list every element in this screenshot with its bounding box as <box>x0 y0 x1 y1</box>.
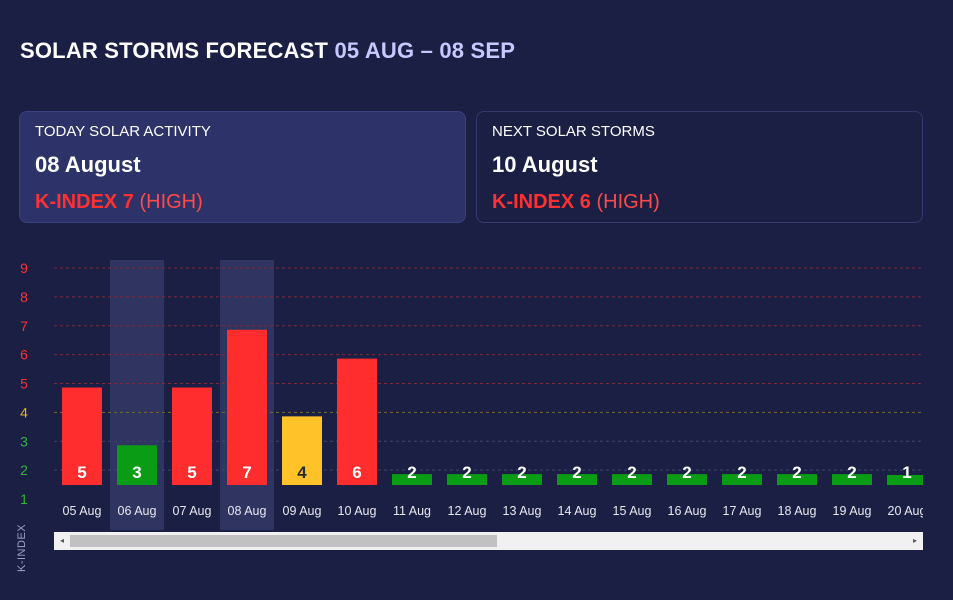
bar[interactable] <box>117 445 157 485</box>
title-date-range: 05 AUG – 08 SEP <box>334 38 516 63</box>
x-tick-label: 05 Aug <box>63 504 102 518</box>
x-tick-label: 13 Aug <box>503 504 542 518</box>
today-kindex-level: (HIGH) <box>139 191 203 213</box>
kindex-bar-chart: 1 2 3 4 5 6 7 8 9 5 3 5 7 4 6 2 2 2 2 2 2 2 2 2 1 05 Aug 06 Aug 0… <box>20 260 927 530</box>
bar[interactable] <box>557 474 597 485</box>
today-card-label: TODAY SOLAR ACTIVITY <box>35 123 211 140</box>
bar[interactable] <box>282 416 322 485</box>
scroll-right-icon[interactable]: ▸ <box>912 536 917 545</box>
x-tick-label: 11 Aug <box>393 504 431 518</box>
today-activity-card: TODAY SOLAR ACTIVITY 08 August K-INDEX 7… <box>19 111 466 223</box>
bar-value-label: 2 <box>572 463 581 482</box>
y-tick-label: 9 <box>20 260 28 276</box>
x-tick-label: 07 Aug <box>173 504 212 518</box>
bar-value-label: 2 <box>407 463 416 482</box>
next-card-kindex: K-INDEX 6 (HIGH) <box>492 191 907 214</box>
x-tick-label: 16 Aug <box>668 504 707 518</box>
y-axis-label: K-INDEX <box>16 523 28 572</box>
next-card-label: NEXT SOLAR STORMS <box>492 123 655 140</box>
bar[interactable] <box>887 475 923 485</box>
today-card-kindex: K-INDEX 7 (HIGH) <box>35 191 450 214</box>
scroll-left-icon[interactable]: ◂ <box>59 536 64 545</box>
bar-value-label: 5 <box>187 463 196 482</box>
next-kindex-value: K-INDEX 6 <box>492 191 591 213</box>
chart-scrollbar[interactable]: ◂ ▸ <box>54 532 923 550</box>
bar-value-label: 5 <box>77 463 86 482</box>
x-tick-label: 08 Aug <box>228 504 267 518</box>
next-card-date: 10 August <box>492 152 598 177</box>
next-storm-card: NEXT SOLAR STORMS 10 August K-INDEX 6 (H… <box>476 111 923 223</box>
bar[interactable] <box>227 329 267 485</box>
x-tick-label: 17 Aug <box>723 504 762 518</box>
scroll-thumb[interactable] <box>70 535 497 547</box>
x-tick-label: 18 Aug <box>778 504 817 518</box>
bar[interactable] <box>62 387 102 486</box>
x-tick-label: 12 Aug <box>448 504 487 518</box>
y-tick-label: 7 <box>20 318 28 334</box>
x-tick-label: 20 Aug <box>888 504 927 518</box>
x-tick-label: 15 Aug <box>613 504 652 518</box>
y-tick-label: 6 <box>20 347 28 363</box>
bar-value-label: 2 <box>847 463 856 482</box>
bar-value-label: 2 <box>462 463 471 482</box>
bar[interactable] <box>392 474 432 485</box>
y-tick-label: 1 <box>20 491 28 507</box>
x-tick-label: 19 Aug <box>833 504 872 518</box>
x-tick-label: 14 Aug <box>558 504 597 518</box>
bar-value-label: 3 <box>132 463 141 482</box>
y-tick-label: 8 <box>20 289 28 305</box>
y-tick-label: 4 <box>20 404 28 420</box>
bar[interactable] <box>667 474 707 485</box>
next-kindex-level: (HIGH) <box>596 191 660 213</box>
bar[interactable] <box>502 474 542 485</box>
bar-value-label: 2 <box>627 463 636 482</box>
title-main: SOLAR STORMS FORECAST <box>20 38 329 63</box>
y-tick-label: 5 <box>20 376 28 392</box>
bar-value-label: 2 <box>792 463 801 482</box>
today-card-date: 08 August <box>35 152 141 177</box>
x-tick-label: 06 Aug <box>118 504 157 518</box>
bar-value-label: 7 <box>242 463 251 482</box>
bar-value-label: 6 <box>352 463 361 482</box>
highlight-column <box>110 260 164 530</box>
y-tick-label: 3 <box>20 433 28 449</box>
bar[interactable] <box>832 474 872 485</box>
page-title: SOLAR STORMS FORECAST 05 AUG – 08 SEP <box>20 38 515 64</box>
bar[interactable] <box>612 474 652 485</box>
bar[interactable] <box>337 358 377 485</box>
bar-value-label: 4 <box>297 463 307 482</box>
bar[interactable] <box>777 474 817 485</box>
bar-value-label: 2 <box>517 463 526 482</box>
today-kindex-value: K-INDEX 7 <box>35 191 134 213</box>
y-tick-label: 2 <box>20 462 28 478</box>
bar-value-label: 2 <box>682 463 691 482</box>
bar[interactable] <box>172 387 212 486</box>
x-tick-label: 10 Aug <box>338 504 377 518</box>
bar[interactable] <box>447 474 487 485</box>
bar-value-label: 1 <box>902 463 911 482</box>
x-tick-label: 09 Aug <box>283 504 322 518</box>
bar[interactable] <box>722 474 762 485</box>
bar-value-label: 2 <box>737 463 746 482</box>
